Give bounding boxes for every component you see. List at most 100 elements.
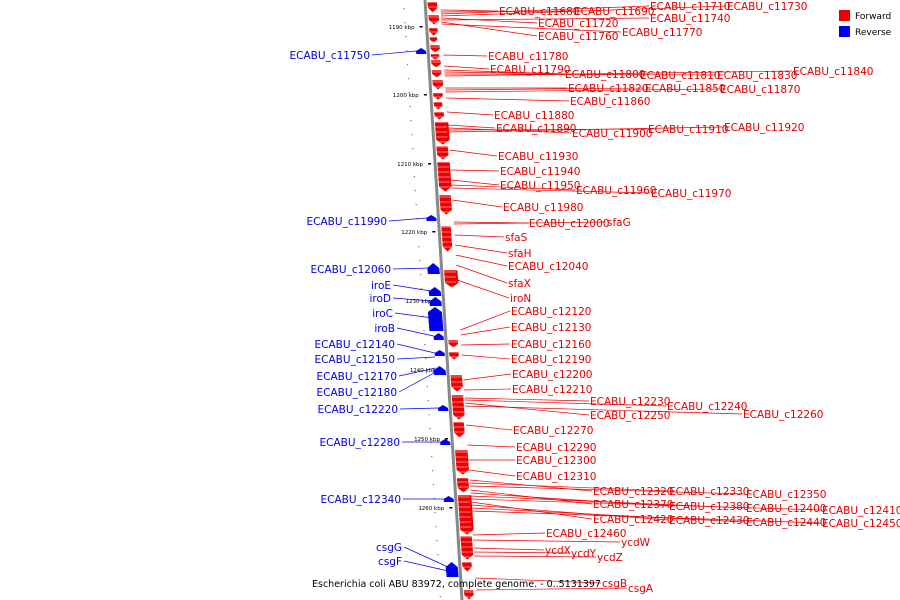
forward-gene[interactable]: [451, 394, 466, 421]
forward-gene[interactable]: [459, 535, 474, 561]
forward-gene[interactable]: [440, 225, 453, 253]
reverse-gene-label[interactable]: ECABU_c12280: [320, 437, 400, 449]
forward-gene-label[interactable]: ECABU_c11850: [645, 83, 725, 95]
forward-gene-label[interactable]: ECABU_c12320: [593, 486, 673, 498]
forward-gene-label[interactable]: sfaX: [508, 278, 531, 290]
forward-gene[interactable]: [463, 589, 475, 600]
reverse-gene[interactable]: [445, 562, 459, 577]
forward-gene[interactable]: [457, 494, 475, 536]
forward-gene-label[interactable]: ECABU_c11920: [724, 122, 804, 134]
forward-gene-label[interactable]: ECABU_c12350: [746, 489, 826, 501]
forward-gene-label[interactable]: ECABU_c12330: [669, 486, 749, 498]
forward-gene[interactable]: [454, 449, 470, 476]
forward-gene-label[interactable]: ycdX: [545, 545, 571, 557]
forward-gene-label[interactable]: sfaH: [508, 248, 532, 260]
reverse-gene-label[interactable]: ECABU_c11990: [307, 216, 387, 228]
reverse-gene[interactable]: [433, 366, 447, 375]
reverse-gene-label[interactable]: csgG: [376, 542, 402, 554]
forward-gene-label[interactable]: ECABU_c11910: [648, 124, 728, 136]
forward-gene-label[interactable]: ECABU_c11940: [500, 166, 580, 178]
forward-gene-label[interactable]: ECABU_c11870: [720, 84, 800, 96]
forward-gene[interactable]: [448, 351, 460, 361]
forward-gene-label[interactable]: ECABU_c12260: [743, 409, 823, 421]
reverse-gene-label[interactable]: ECABU_c12180: [317, 387, 397, 399]
forward-gene[interactable]: [432, 92, 444, 101]
forward-gene-label[interactable]: ycdY: [571, 548, 597, 560]
forward-gene-label[interactable]: ECABU_c11740: [650, 13, 730, 25]
forward-gene-label[interactable]: ECABU_c11970: [651, 188, 731, 200]
forward-gene-label[interactable]: ycdW: [621, 537, 651, 549]
reverse-gene[interactable]: [428, 287, 442, 296]
forward-gene-label[interactable]: ECABU_c11980: [503, 202, 583, 214]
forward-gene-label[interactable]: ECABU_c12040: [508, 261, 588, 273]
reverse-gene[interactable]: [427, 263, 440, 274]
forward-gene-label[interactable]: sfaG: [607, 217, 631, 229]
forward-gene-label[interactable]: ECABU_c12160: [511, 339, 591, 351]
forward-gene-label[interactable]: ECABU_c11950: [500, 180, 580, 192]
reverse-gene[interactable]: [443, 496, 454, 502]
forward-gene-label[interactable]: csgB: [602, 578, 627, 590]
forward-gene-label[interactable]: ECABU_c11840: [793, 66, 873, 78]
forward-gene-label[interactable]: ECABU_c11780: [488, 51, 568, 63]
forward-gene-label[interactable]: ECABU_c11800: [565, 69, 645, 81]
forward-gene-label[interactable]: ECABU_c12310: [516, 471, 596, 483]
forward-gene-label[interactable]: ECABU_c12250: [590, 410, 670, 422]
reverse-gene-label[interactable]: ECABU_c12220: [318, 404, 398, 416]
forward-gene-label[interactable]: ECABU_c12410: [822, 505, 900, 517]
forward-gene-label[interactable]: csgA: [628, 583, 654, 595]
reverse-gene[interactable]: [429, 297, 442, 306]
forward-gene[interactable]: [427, 14, 440, 26]
forward-gene-label[interactable]: ECABU_c11770: [622, 27, 702, 39]
forward-gene-label[interactable]: ECABU_c11720: [538, 18, 618, 30]
forward-gene-label[interactable]: ECABU_c11860: [570, 96, 650, 108]
reverse-gene-label[interactable]: csgF: [378, 556, 402, 568]
reverse-gene-label[interactable]: ECABU_c11750: [290, 50, 370, 62]
forward-gene-label[interactable]: ECABU_c11900: [572, 128, 652, 140]
forward-gene-label[interactable]: ECABU_c12290: [516, 442, 596, 454]
forward-gene-label[interactable]: ECABU_c11690: [574, 6, 654, 18]
reverse-gene-label[interactable]: iroC: [372, 308, 393, 320]
forward-gene-label[interactable]: sfaS: [505, 232, 528, 244]
forward-gene-label[interactable]: ECABU_c12430: [669, 515, 749, 527]
forward-gene-label[interactable]: ECABU_c12240: [667, 401, 747, 413]
reverse-gene[interactable]: [434, 350, 445, 356]
forward-gene[interactable]: [426, 1, 439, 14]
forward-gene-label[interactable]: ECABU_c12210: [512, 384, 592, 396]
reverse-gene[interactable]: [440, 439, 451, 445]
forward-gene-label[interactable]: ECABU_c12130: [511, 322, 591, 334]
forward-gene-label[interactable]: ECABU_c12380: [669, 501, 749, 513]
reverse-gene[interactable]: [433, 333, 444, 340]
forward-gene-label[interactable]: ECABU_c12450: [822, 518, 900, 530]
forward-gene-label[interactable]: ECABU_c11810: [640, 70, 720, 82]
reverse-gene-label[interactable]: ECABU_c12340: [321, 494, 401, 506]
forward-gene-label[interactable]: ycdZ: [597, 552, 623, 564]
forward-gene[interactable]: [435, 145, 450, 161]
forward-gene-label[interactable]: ECABU_c12460: [546, 528, 626, 540]
forward-gene-label[interactable]: ECABU_c11830: [717, 70, 797, 82]
forward-gene-label[interactable]: ECABU_c12300: [516, 455, 596, 467]
forward-gene-label[interactable]: ECABU_c12270: [513, 425, 593, 437]
reverse-gene[interactable]: [415, 48, 427, 54]
reverse-gene-label[interactable]: iroD: [369, 293, 391, 305]
forward-gene[interactable]: [438, 194, 453, 216]
reverse-gene-label[interactable]: ECABU_c12170: [317, 371, 397, 383]
reverse-gene-label[interactable]: ECABU_c12140: [315, 339, 395, 351]
forward-gene-label[interactable]: ECABU_c11880: [494, 110, 574, 122]
forward-gene-label[interactable]: ECABU_c11820: [568, 83, 648, 95]
reverse-gene[interactable]: [426, 215, 437, 221]
reverse-gene[interactable]: [427, 307, 444, 331]
forward-gene-label[interactable]: ECABU_c11680: [499, 6, 579, 18]
forward-gene-label[interactable]: ECABU_c11930: [498, 151, 578, 163]
forward-gene-label[interactable]: ECABU_c12440: [746, 517, 826, 529]
forward-gene-label[interactable]: ECABU_c11960: [576, 185, 656, 197]
reverse-gene-label[interactable]: ECABU_c12150: [315, 354, 395, 366]
forward-gene-label[interactable]: iroN: [510, 293, 531, 305]
forward-gene[interactable]: [443, 269, 460, 289]
reverse-gene[interactable]: [437, 405, 449, 411]
forward-gene[interactable]: [449, 374, 464, 393]
forward-gene-label[interactable]: ECABU_c11760: [538, 31, 618, 43]
forward-gene-label[interactable]: ECABU_c12200: [512, 369, 592, 381]
forward-gene[interactable]: [431, 79, 444, 91]
forward-gene[interactable]: [452, 421, 466, 439]
forward-gene-label[interactable]: ECABU_c11890: [496, 123, 576, 135]
